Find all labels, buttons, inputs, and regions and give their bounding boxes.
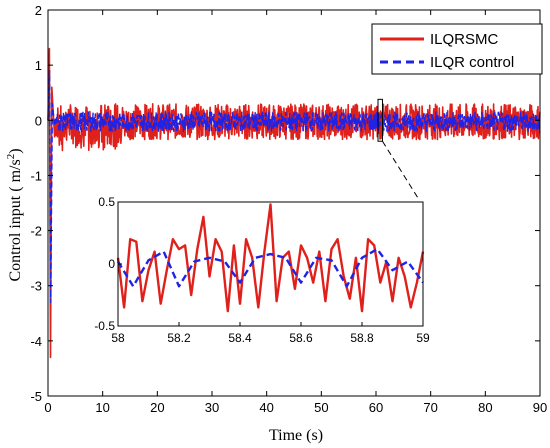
inset-x-tick-label: 58.8 [350,331,374,345]
x-tick-label: 40 [259,400,273,415]
x-axis-title: Time (s) [269,427,323,444]
y-tick-label: -1 [30,168,42,183]
inset-y-tick-label: 0 [108,257,115,271]
x-tick-label: 0 [44,400,51,415]
inset-x-tick-label: 58.4 [228,331,252,345]
x-tick-label: 80 [478,400,492,415]
y-axis-title-main: Control input ( m/s [7,159,24,281]
legend: ILQRSMC ILQR control [371,23,543,75]
y-tick-label: -3 [30,279,42,294]
y-axis-title: Control input ( m/s2) [5,148,24,281]
inset-series-ilqrsmc-line [116,203,425,313]
inset-axes: 58 58.2 58.4 58.6 58.8 59 -0.5 0 0.5 [94,195,430,345]
legend-label-ilqr-control: ILQR control [430,54,514,71]
y-tick-label: -5 [30,389,42,404]
x-tick-label: 70 [423,400,437,415]
inset-x-tick-label: 58.6 [289,331,313,345]
inset-y-tick-label: 0.5 [98,195,115,209]
y-axis-title-sup: 2 [5,154,17,160]
inset-x-tick-label: 58.2 [167,331,191,345]
main-axes: 0 10 20 30 40 50 60 70 80 90 -5 -4 -3 -2 -1 0 1 2 [30,3,547,415]
main-plot-frame [47,9,541,397]
inset-series-ilqr-control-line [116,247,424,288]
x-tick-label: 90 [533,400,547,415]
x-tick-label: 50 [314,400,328,415]
series-ilqrsmc-line [47,47,541,359]
inset-x-tick-label: 58 [111,331,125,345]
zoom-connector-line [382,140,419,199]
x-tick-label: 20 [150,400,164,415]
y-tick-label: 1 [35,58,42,73]
y-axis-title-suffix: ) [7,148,24,153]
x-tick-label: 30 [205,400,219,415]
inset-y-tick-label: -0.5 [94,319,115,333]
y-tick-label: -4 [30,334,42,349]
y-tick-label: 0 [35,113,42,128]
legend-label-ilqrsmc: ILQRSMC [430,31,499,48]
legend-box [371,23,543,75]
series-ilqr-control-line [47,69,541,303]
y-tick-label: -2 [30,224,42,239]
x-tick-label: 60 [369,400,383,415]
inset-x-tick-label: 59 [416,331,430,345]
zoom-highlight-box [377,98,383,142]
x-tick-label: 10 [95,400,109,415]
y-tick-label: 2 [35,3,42,18]
